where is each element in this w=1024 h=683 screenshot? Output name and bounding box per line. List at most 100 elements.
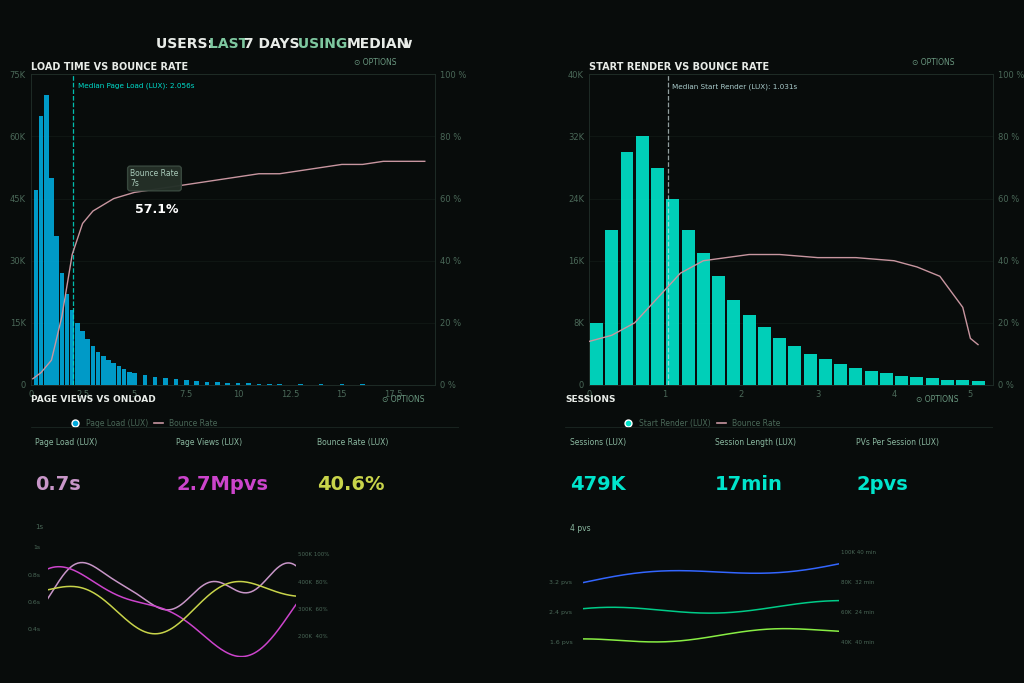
Bar <box>712 276 725 385</box>
Bar <box>215 382 220 385</box>
Text: 80K  32 min: 80K 32 min <box>842 580 874 585</box>
Text: Bounce Rate
7s: Bounce Rate 7s <box>130 169 178 189</box>
Bar <box>727 300 740 385</box>
Text: 100K 40 min: 100K 40 min <box>842 550 877 555</box>
Bar <box>59 273 65 385</box>
Text: Sessions (LUX): Sessions (LUX) <box>569 438 626 447</box>
Bar <box>75 323 80 385</box>
Bar <box>91 346 95 385</box>
Text: SESSIONS: SESSIONS <box>565 395 616 404</box>
Text: 4 pvs: 4 pvs <box>569 524 591 533</box>
Text: 40K  40 min: 40K 40 min <box>842 640 874 645</box>
Text: 3.2 pvs: 3.2 pvs <box>549 580 572 585</box>
Bar <box>101 356 105 385</box>
Text: Page Views (LUX): Page Views (LUX) <box>176 438 243 447</box>
Bar <box>34 191 38 385</box>
Bar <box>682 229 694 385</box>
Bar <box>195 381 199 385</box>
Legend: Page Load (LUX), Bounce Rate: Page Load (LUX), Bounce Rate <box>68 416 220 431</box>
Text: 17min: 17min <box>715 475 783 494</box>
Bar <box>696 253 710 385</box>
Text: ⊙ OPTIONS: ⊙ OPTIONS <box>382 395 424 404</box>
Text: ∨: ∨ <box>398 38 415 51</box>
Bar <box>850 368 862 385</box>
Text: 1s: 1s <box>33 546 40 550</box>
Bar <box>205 382 209 385</box>
Bar <box>742 315 756 385</box>
Bar <box>49 178 53 385</box>
Bar <box>972 381 984 385</box>
Bar <box>54 236 59 385</box>
Text: 0.4s: 0.4s <box>28 628 40 632</box>
Bar <box>257 384 261 385</box>
Bar <box>926 378 939 385</box>
Bar <box>864 371 878 385</box>
Bar <box>773 338 786 385</box>
Bar <box>880 374 893 385</box>
Text: 40.6%: 40.6% <box>317 475 385 494</box>
Bar <box>117 366 121 385</box>
Bar <box>80 331 85 385</box>
Text: 0.6s: 0.6s <box>28 600 40 605</box>
Text: 57.1%: 57.1% <box>135 203 179 216</box>
Bar <box>804 354 816 385</box>
Text: ⊙ OPTIONS: ⊙ OPTIONS <box>354 57 396 66</box>
Bar <box>278 384 282 385</box>
Text: LAST: LAST <box>209 38 253 51</box>
Text: 479K: 479K <box>569 475 626 494</box>
Text: Session Length (LUX): Session Length (LUX) <box>715 438 797 447</box>
Bar <box>298 384 303 385</box>
Bar <box>96 352 100 385</box>
Bar <box>163 378 168 385</box>
Text: 2.4 pvs: 2.4 pvs <box>549 610 572 615</box>
Text: USING: USING <box>294 38 352 51</box>
Bar <box>267 384 271 385</box>
Text: 0.8s: 0.8s <box>28 573 40 578</box>
Text: 2pvs: 2pvs <box>856 475 908 494</box>
Bar <box>132 374 136 385</box>
Bar <box>835 364 847 385</box>
Bar <box>590 323 603 385</box>
Bar <box>153 377 158 385</box>
Bar <box>621 152 634 385</box>
Text: ⊙ OPTIONS: ⊙ OPTIONS <box>916 395 958 404</box>
Text: LOAD TIME VS BOUNCE RATE: LOAD TIME VS BOUNCE RATE <box>31 62 187 72</box>
Text: 60K  24 min: 60K 24 min <box>842 610 874 615</box>
Text: 7 DAYS: 7 DAYS <box>245 38 300 51</box>
Text: 1s: 1s <box>35 524 43 529</box>
Text: 1.6 pvs: 1.6 pvs <box>550 640 572 645</box>
Text: USERS:: USERS: <box>156 38 218 51</box>
Text: Median Page Load (LUX): 2.056s: Median Page Load (LUX): 2.056s <box>78 83 194 89</box>
Text: Bounce Rate (LUX): Bounce Rate (LUX) <box>317 438 389 447</box>
Bar <box>184 380 188 385</box>
Bar <box>788 346 802 385</box>
Bar <box>174 379 178 385</box>
Bar <box>956 380 970 385</box>
Legend: Start Render (LUX), Bounce Rate: Start Render (LUX), Bounce Rate <box>621 416 783 431</box>
Text: Median Start Render (LUX): 1.031s: Median Start Render (LUX): 1.031s <box>672 83 798 90</box>
Text: 200K  40%: 200K 40% <box>298 635 328 639</box>
Text: 2.7Mpvs: 2.7Mpvs <box>176 475 268 494</box>
Text: 0.7s: 0.7s <box>35 475 81 494</box>
Text: 500K 100%: 500K 100% <box>298 553 330 557</box>
Text: PAGE VIEWS VS ONLOAD: PAGE VIEWS VS ONLOAD <box>31 395 156 404</box>
Bar <box>246 383 251 385</box>
Bar <box>65 294 70 385</box>
Text: 300K  60%: 300K 60% <box>298 607 328 612</box>
Bar <box>142 375 147 385</box>
Bar <box>910 377 924 385</box>
Bar <box>225 382 230 385</box>
Bar <box>667 199 679 385</box>
Bar <box>85 339 90 385</box>
Bar <box>236 383 241 385</box>
Bar <box>941 380 954 385</box>
Text: MEDIAN: MEDIAN <box>346 38 409 51</box>
Bar <box>106 360 111 385</box>
Bar <box>39 115 43 385</box>
Bar <box>605 229 618 385</box>
Bar <box>819 359 831 385</box>
Text: START RENDER VS BOUNCE RATE: START RENDER VS BOUNCE RATE <box>589 62 769 72</box>
Bar <box>44 95 48 385</box>
Bar <box>636 137 649 385</box>
Text: Page Load (LUX): Page Load (LUX) <box>35 438 97 447</box>
